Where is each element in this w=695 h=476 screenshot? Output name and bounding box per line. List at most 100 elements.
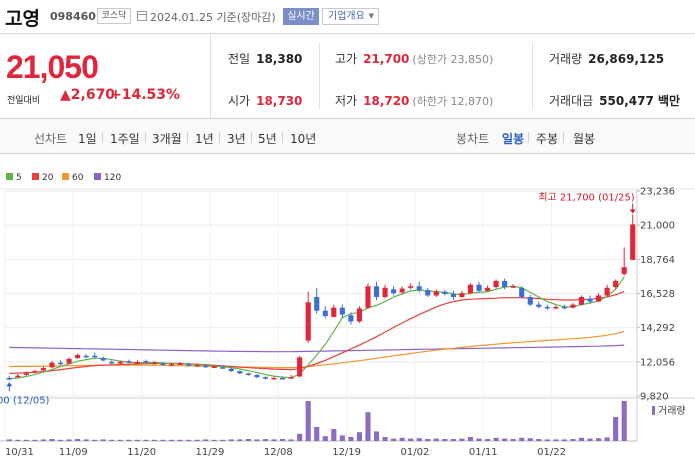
price-info-table: 전일 18,380 시가 18,730 고가 21,700 (상한가 23,850) 저… [210,34,695,118]
candle-body [391,289,397,294]
candle-body [168,364,175,366]
candle-body [151,362,158,365]
candle-body [467,284,474,294]
info-divider [319,42,320,110]
period-5y[interactable]: 5년 [258,132,277,146]
candle-body [245,373,251,375]
candle-body [126,361,132,363]
volume-bar [322,436,328,441]
period-divider [145,132,146,143]
candle-body [356,308,362,322]
candle-body [339,307,345,315]
period-1d[interactable]: 1일 [78,132,97,146]
legend-label: 5 [16,173,22,183]
volume-legend-label: 거래량 [658,405,686,417]
candle-body [117,361,123,364]
volume-bar [450,439,456,441]
volume-bar [177,439,183,441]
period-selector: 선차트 1일 1주일 3개월 1년 3년 5년 10년 봉차트 일봉 주봉 월봉 [0,118,695,154]
low-cell: 저가 18,720 (하한가 12,870) [335,92,493,112]
realtime-button[interactable]: 실시간 [283,8,319,25]
amount-label: 거래대금 [549,94,594,108]
candle-body [613,280,619,288]
candle-body [442,291,448,294]
period-3y[interactable]: 3년 [227,132,246,146]
volume-bar [348,437,354,441]
candle-chart-label: 봉차트 [456,132,490,146]
period-1y[interactable]: 1년 [195,132,214,146]
candle-body [314,296,320,311]
change-label: 전일대비 [7,96,41,106]
candle-body [262,377,269,379]
period-divider [219,132,220,143]
candle-body [228,368,234,372]
volume-bar [194,439,200,441]
volume-bar [544,439,550,441]
high-cell: 고가 21,700 (상한가 23,850) [335,50,493,70]
candle-weekly[interactable]: 주봉 [536,132,559,146]
volume-bar [314,427,320,441]
volume-bar [578,437,585,441]
volume-bar [288,439,294,441]
candle-body [322,310,328,317]
volume-layer: 거래량 [6,401,686,441]
candle-body [49,362,55,368]
current-price: 21,050 [6,49,99,85]
company-overview-button[interactable]: 기업개요 ▼ [322,8,379,25]
volume-bar [6,439,12,441]
volume-bar [493,437,499,441]
candle-body [408,286,414,288]
volume-bar [399,437,405,441]
x-tick-label: 12/19 [332,447,361,458]
period-3m[interactable]: 3개월 [152,132,182,146]
legend-swatch [32,173,39,180]
candle-body [75,355,81,359]
candle-body [527,296,533,305]
volume-bar [604,437,610,441]
volume-bar [373,431,380,441]
upper-limit: (상한가 23,850) [412,53,494,66]
volume-bar [254,439,260,441]
volume-bar [271,439,277,441]
grid-layer [0,183,695,476]
legend-swatch [94,173,101,180]
y-tick-label: 14,292 [640,323,675,334]
volume-bar [245,439,251,441]
period-divider [187,132,188,143]
candle-body [271,377,277,380]
candle-monthly[interactable]: 월봉 [573,132,596,146]
volume-bar [596,438,602,441]
period-10y[interactable]: 10년 [290,132,317,146]
candle-daily[interactable]: 일봉 [502,132,525,146]
volume-bar [442,439,448,441]
stock-name: 고영 [5,8,40,30]
info-divider [532,42,533,110]
candle-body [280,377,286,380]
stock-chart[interactable]: 거래량 23,236 21,000 18,764 16,528 14,292 12,056… [0,183,695,476]
candle-body [143,361,149,363]
market-badge: 코스닥 [97,8,131,24]
candle-body [297,357,303,377]
volume-bar [305,401,311,441]
legend-label: 20 [42,173,54,183]
candle-body [544,306,550,309]
volume-bar [83,439,89,441]
legend-swatch [6,173,13,180]
volume-bar [510,439,516,441]
volume-bar [92,439,98,441]
calendar-icon [137,11,147,21]
change-percent: +14.53% [110,87,181,103]
annotation-layer: 최고 21,700 (01/25) 최저 10,900 (12/05) [0,191,636,406]
candle-body [578,296,585,305]
volume-bar [134,439,140,441]
period-divider [282,132,283,143]
period-1w[interactable]: 1주일 [110,132,140,146]
volume-bar [339,435,345,441]
candle-body [57,362,64,365]
volume-bar [203,439,209,441]
period-divider [528,132,529,143]
legend-ma20: 20 [32,173,53,183]
candle-body [373,286,380,297]
volume-bar [211,439,217,441]
y-tick-label: 16,528 [640,289,675,300]
